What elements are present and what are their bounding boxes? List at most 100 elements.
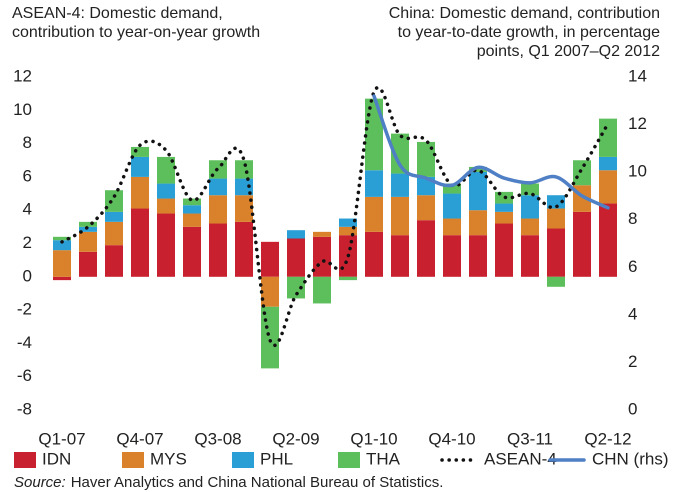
bar (443, 193, 461, 219)
line (60, 86, 610, 348)
legend-swatch (338, 452, 360, 468)
bar (443, 235, 461, 277)
legend-label: ASEAN-4 (484, 449, 557, 468)
title-right-3: points, Q1 2007–Q2 2012 (477, 43, 660, 60)
y-tick-label: 2 (23, 233, 32, 252)
bar (131, 146, 149, 157)
bar (417, 220, 435, 277)
bar (235, 160, 253, 179)
bar (495, 203, 513, 212)
bar (365, 196, 383, 232)
x-tick-label: Q1-10 (350, 429, 397, 448)
bar (443, 183, 461, 194)
bar (573, 160, 591, 186)
x-tick-label: Q1-07 (38, 429, 85, 448)
bar (521, 183, 539, 196)
bar (599, 156, 617, 171)
bar (183, 198, 201, 206)
bar (157, 213, 175, 277)
bar (469, 171, 487, 211)
bar (313, 276, 331, 304)
bar (79, 231, 97, 252)
y2-tick-label: 0 (628, 399, 637, 418)
bar (391, 196, 409, 236)
bar (521, 235, 539, 277)
y-tick-label: 6 (23, 166, 32, 185)
bar (157, 183, 175, 199)
x-tick-label: Q2-12 (584, 429, 631, 448)
x-tick-label: Q4-07 (116, 429, 163, 448)
bar (53, 236, 71, 241)
bar (105, 245, 123, 277)
bar (105, 221, 123, 246)
bar (183, 213, 201, 227)
y2-tick-label: 14 (628, 66, 647, 85)
bar (547, 208, 565, 229)
x-tick-label: Q3-11 (507, 429, 553, 448)
legend-label: MYS (150, 449, 187, 468)
y-tick-label: 10 (13, 100, 32, 119)
bar (469, 235, 487, 277)
y2-tick-label: 2 (628, 352, 637, 371)
bar (547, 276, 565, 287)
y-tick-label: 0 (23, 266, 32, 285)
y2-tick-label: 12 (628, 114, 647, 133)
title-left-1: ASEAN-4: Domestic demand, (12, 5, 223, 22)
bar (261, 306, 279, 369)
y-tick-label: 4 (23, 200, 32, 219)
bar (339, 218, 357, 227)
bar (287, 276, 305, 299)
y2-tick-label: 4 (628, 304, 637, 323)
bar (521, 195, 539, 219)
bar (131, 176, 149, 209)
bar (599, 203, 617, 277)
bar (157, 156, 175, 184)
legend-label: PHL (260, 449, 293, 468)
bar (313, 231, 331, 237)
x-tick-label: Q3-08 (194, 429, 241, 448)
bar (53, 250, 71, 277)
bar (105, 211, 123, 222)
bar (469, 210, 487, 236)
y-tick-label: -8 (17, 399, 32, 418)
bar (53, 240, 71, 251)
bar (183, 205, 201, 214)
source: Source: Haver Analytics and China Nationa… (14, 474, 443, 491)
y-tick-label: -6 (17, 366, 32, 385)
bar (391, 235, 409, 277)
bar (521, 218, 539, 236)
legend-label: CHN (rhs) (592, 449, 669, 468)
bar (547, 228, 565, 277)
bar (79, 221, 97, 227)
bar (287, 238, 305, 277)
bar (209, 178, 227, 196)
bar (443, 218, 461, 236)
legend-swatch (14, 452, 36, 468)
legend-swatch (122, 452, 144, 468)
bar (313, 236, 331, 277)
line (372, 94, 610, 210)
bar (547, 195, 565, 209)
legend-swatch (232, 452, 254, 468)
title-left-2: contribution to year-on-year growth (12, 24, 260, 41)
bar (235, 195, 253, 222)
bar (365, 170, 383, 197)
bar (495, 191, 513, 204)
bar (495, 223, 513, 277)
title-right-2: to year-to-date growth, in percentage (398, 24, 660, 41)
bar (339, 276, 357, 281)
y-tick-label: -2 (17, 300, 32, 319)
bar (469, 166, 487, 172)
bar (261, 241, 279, 277)
bar (365, 98, 383, 171)
source-label: Source: (14, 474, 66, 491)
bar (235, 178, 253, 196)
x-tick-label: Q2-09 (272, 429, 319, 448)
bar (79, 226, 97, 232)
legend-label: THA (366, 449, 401, 468)
bar (599, 170, 617, 204)
y-tick-label: 8 (23, 133, 32, 152)
bar (391, 133, 409, 174)
title-right-1: China: Domestic demand, contribution (389, 5, 660, 22)
